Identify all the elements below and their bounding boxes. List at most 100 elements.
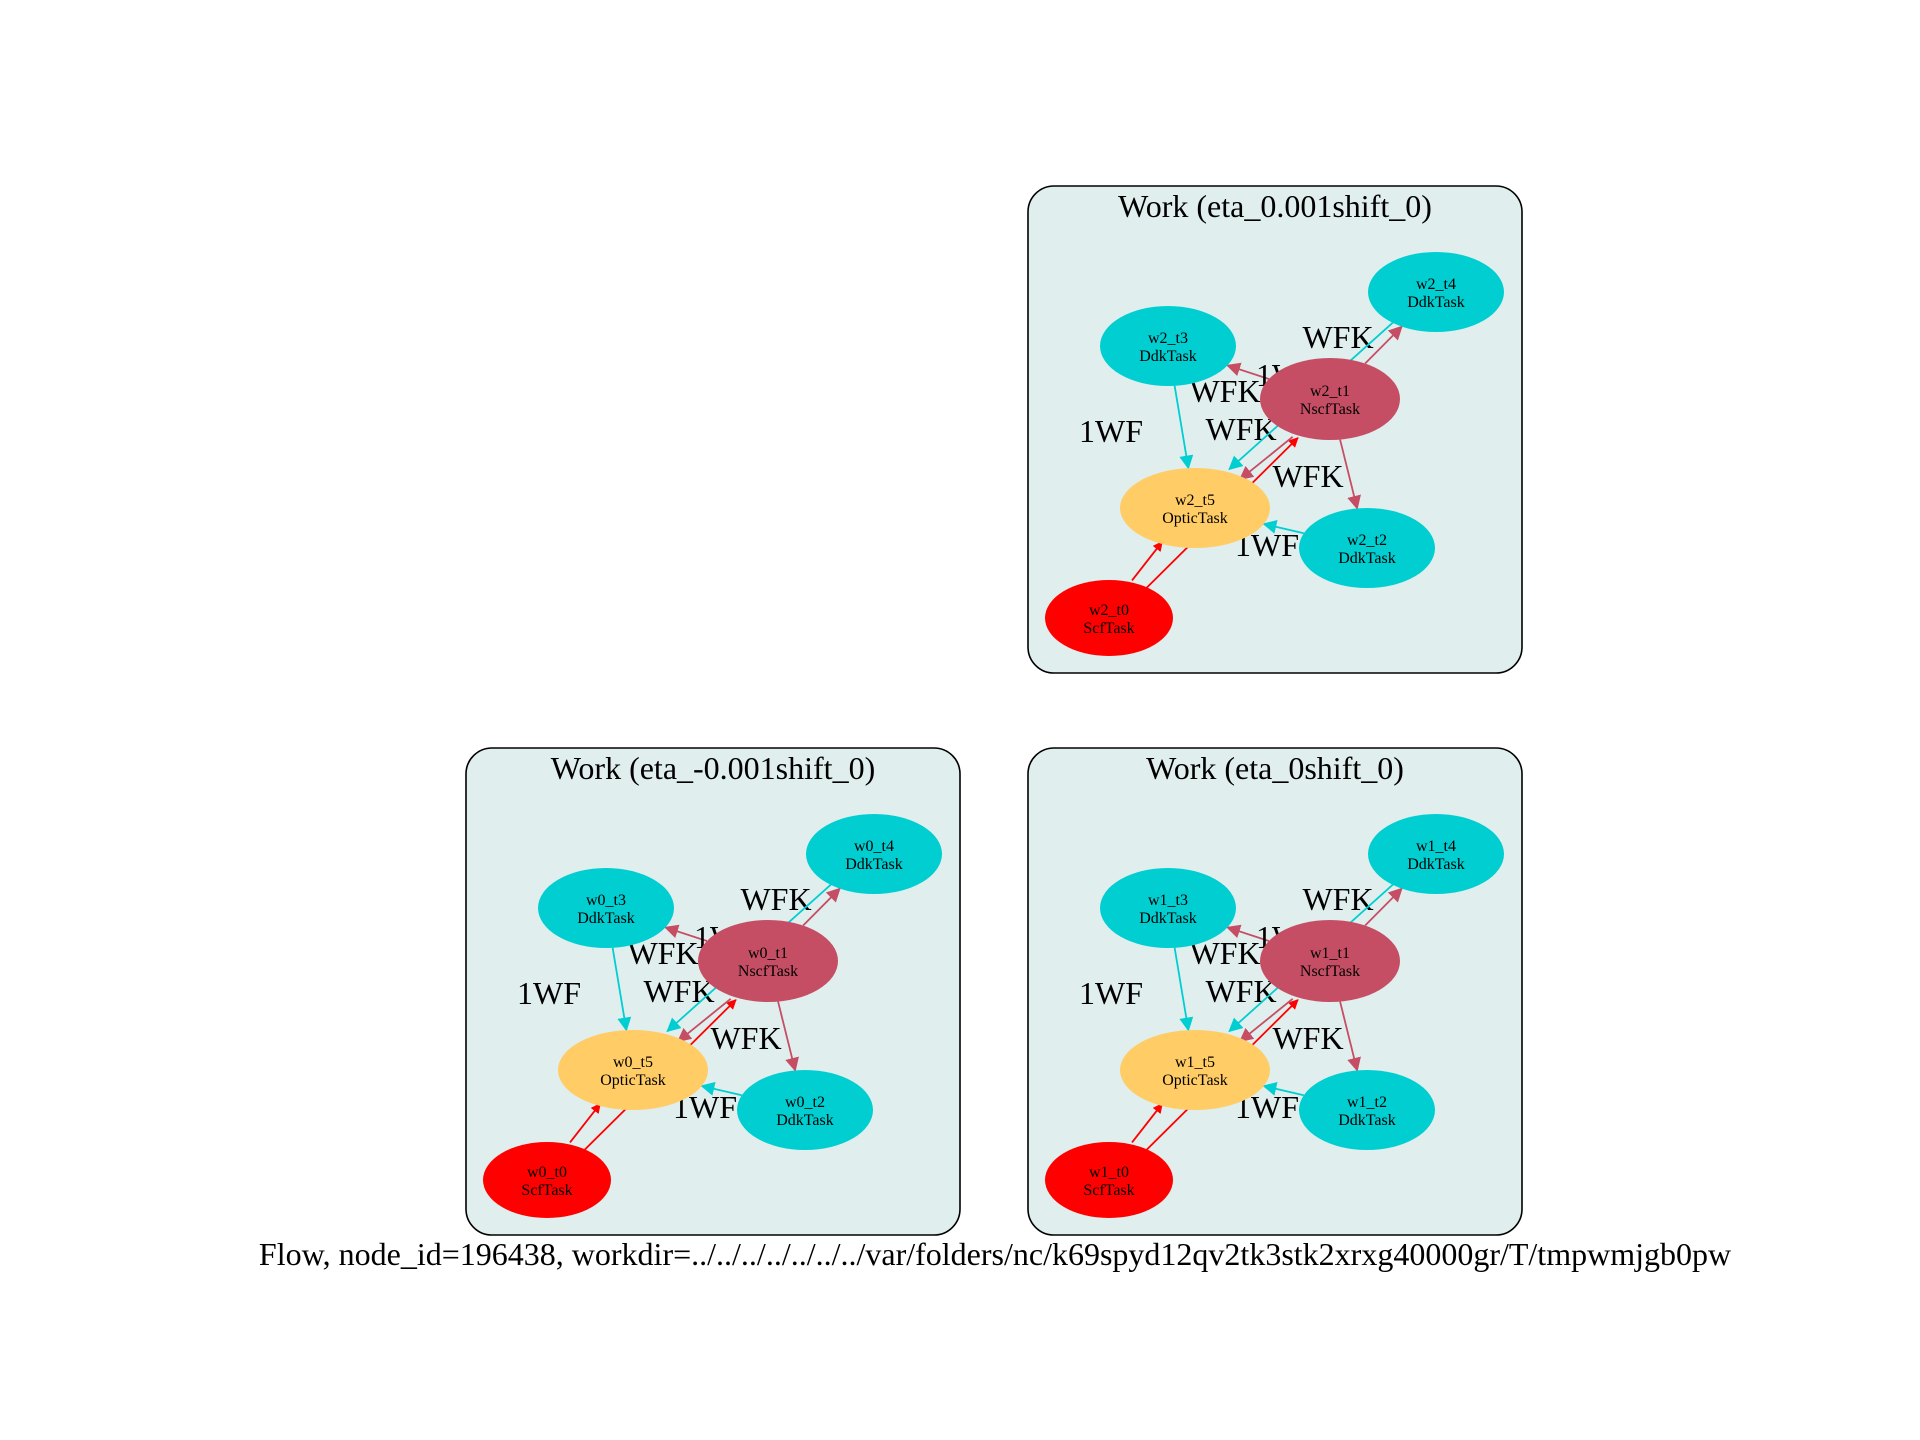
edge-w0_t1-w0_t3 [664,924,708,942]
cluster-w2: Work (eta_0.001shift_0)WFKWFKWFKWFK1WF1W… [1027,185,1523,674]
node-ellipse [483,1142,611,1218]
node-id-label: w1_t4 [1416,838,1456,855]
node-type-label: DdkTask [776,1112,834,1129]
node-id-label: w2_t1 [1310,383,1350,400]
edge-label: WFK [1205,411,1276,447]
edge-w1_t1-w1_t2 [1339,1001,1361,1072]
node-id-label: w0_t2 [785,1094,825,1111]
edge-w2_t1-w2_t3 [1226,362,1270,380]
node-ellipse [1120,1030,1270,1110]
edge-w0_t0-w0_t5 [569,1103,601,1144]
node-type-label: ScfTask [1083,620,1134,637]
node-ellipse [1100,868,1236,948]
edge-w1_t1-w1_t3 [1226,924,1270,942]
node-type-label: DdkTask [1338,1112,1396,1129]
node-id-label: w0_t5 [613,1054,653,1071]
edge-label: WFK [1302,881,1373,917]
node-id-label: w0_t4 [854,838,894,855]
node-ellipse [1368,252,1504,332]
cluster-w0: Work (eta_-0.001shift_0)WFKWFKWFKWFK1WF1… [465,747,961,1236]
edge-w0_t2-w0_t5 [700,1082,742,1097]
edge-label: WFK [1272,458,1343,494]
node-ellipse [806,814,942,894]
node-type-label: DdkTask [577,910,635,927]
edge-w1_t0-w1_t5 [1131,1103,1163,1144]
node-ellipse [1045,580,1173,656]
node-ellipse [1299,1070,1435,1150]
node-ellipse [1120,468,1270,548]
edge-w1_t3-w1_t5 [1173,947,1194,1032]
cluster-title: Work (eta_-0.001shift_0) [551,750,875,786]
edge-w2_t0-w2_t5 [1131,541,1163,582]
node-ellipse [538,868,674,948]
cluster-title: Work (eta_0.001shift_0) [1118,188,1432,224]
edge-w0_t1-w0_t2 [777,1001,799,1072]
edge-w1_t1-w1_t4 [1364,887,1403,927]
node-type-label: NscfTask [1300,963,1360,980]
node-ellipse [1299,508,1435,588]
edge-w0_t3-w0_t5 [611,947,632,1032]
node-id-label: w2_t0 [1089,602,1129,619]
node-type-label: ScfTask [521,1182,572,1199]
edge-w2_t1-w2_t5 [1239,436,1294,481]
node-id-label: w1_t3 [1148,892,1188,909]
node-ellipse [737,1070,873,1150]
node-type-label: OpticTask [600,1072,666,1089]
node-type-label: DdkTask [1139,910,1197,927]
node-ellipse [698,920,838,1002]
edge-label: WFK [740,881,811,917]
edge-label: WFK [710,1020,781,1056]
node-type-label: OpticTask [1162,1072,1228,1089]
edge-w2_t3-w2_t5 [1173,385,1194,470]
edge-label: 1WF [1079,413,1143,449]
node-id-label: w0_t3 [586,892,626,909]
edge-label: WFK [643,973,714,1009]
edge-w2_t1-w2_t4 [1364,325,1403,365]
node-ellipse [558,1030,708,1110]
node-id-label: w1_t0 [1089,1164,1129,1181]
edges: WFKWFKWFKWFK1WF1WF1WF [1079,881,1403,1152]
node-id-label: w1_t2 [1347,1094,1387,1111]
node-type-label: DdkTask [1338,550,1396,567]
edge-label: WFK [1205,973,1276,1009]
node-ellipse [1260,358,1400,440]
node-type-label: ScfTask [1083,1182,1134,1199]
node-type-label: DdkTask [1139,348,1197,365]
edge-w2_t2-w2_t5 [1262,520,1304,535]
node-ellipse [1100,306,1236,386]
node-id-label: w2_t4 [1416,276,1456,293]
flow-caption: Flow, node_id=196438, workdir=../../../.… [259,1236,1731,1272]
node-id-label: w1_t5 [1175,1054,1215,1071]
node-type-label: DdkTask [1407,294,1465,311]
edge-w2_t1-w2_t2 [1339,439,1361,510]
node-id-label: w0_t0 [527,1164,567,1181]
edge-label: 1WF [1079,975,1143,1011]
node-type-label: NscfTask [1300,401,1360,418]
edge-w0_t1-w0_t4 [802,887,841,927]
node-id-label: w2_t5 [1175,492,1215,509]
cluster-title: Work (eta_0shift_0) [1146,750,1404,786]
node-ellipse [1045,1142,1173,1218]
node-type-label: OpticTask [1162,510,1228,527]
node-ellipse [1260,920,1400,1002]
node-id-label: w2_t2 [1347,532,1387,549]
